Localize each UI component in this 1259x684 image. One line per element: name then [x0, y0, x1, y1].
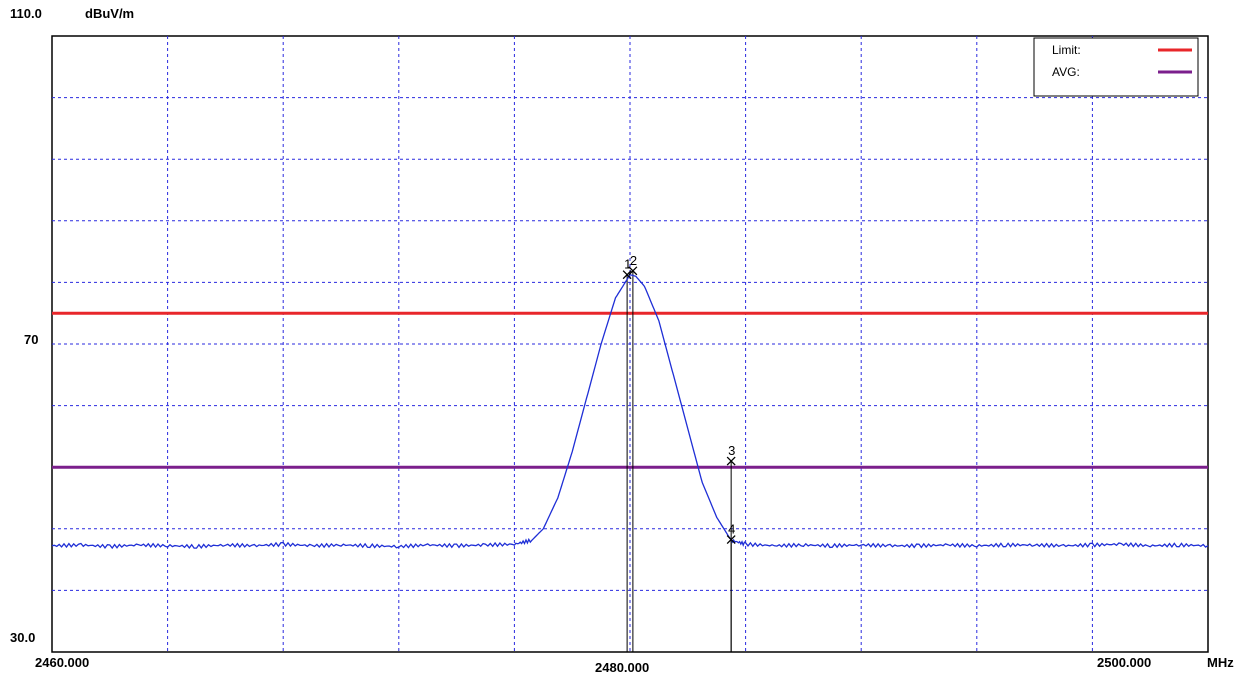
- marker-x-glyph: [726, 456, 736, 466]
- emission-trace-line: [51, 273, 1209, 550]
- y-mid-tick-label: 70: [24, 332, 38, 347]
- marker-4: 4: [726, 522, 736, 545]
- x-unit-label: MHz: [1207, 655, 1234, 670]
- marker-label: 4: [728, 522, 735, 537]
- x-mid-tick-label: 2480.000: [595, 660, 649, 675]
- marker-x-glyph: [726, 535, 736, 545]
- legend-label: Limit:: [1052, 43, 1081, 57]
- legend-box: [1033, 37, 1199, 97]
- y-bottom-tick-label: 30.0: [10, 630, 35, 645]
- marker-label: 2: [630, 253, 637, 268]
- marker-x-glyph: [628, 266, 638, 276]
- marker-1: 1: [622, 257, 632, 280]
- x-right-tick-label: 2500.000: [1097, 655, 1151, 670]
- y-top-tick-label: 110.0: [10, 6, 42, 21]
- x-left-tick-label: 2460.000: [35, 655, 89, 670]
- legend-label: AVG:: [1052, 65, 1080, 79]
- marker-label: 3: [728, 443, 735, 458]
- marker-x-glyph: [622, 270, 632, 280]
- marker-3: 3: [726, 443, 736, 466]
- marker-label: 1: [624, 257, 631, 272]
- y-unit-label: dBuV/m: [85, 6, 134, 21]
- plot-area: 12 3 4 Limit: AVG:: [51, 35, 1209, 653]
- marker-2: 2: [628, 253, 638, 276]
